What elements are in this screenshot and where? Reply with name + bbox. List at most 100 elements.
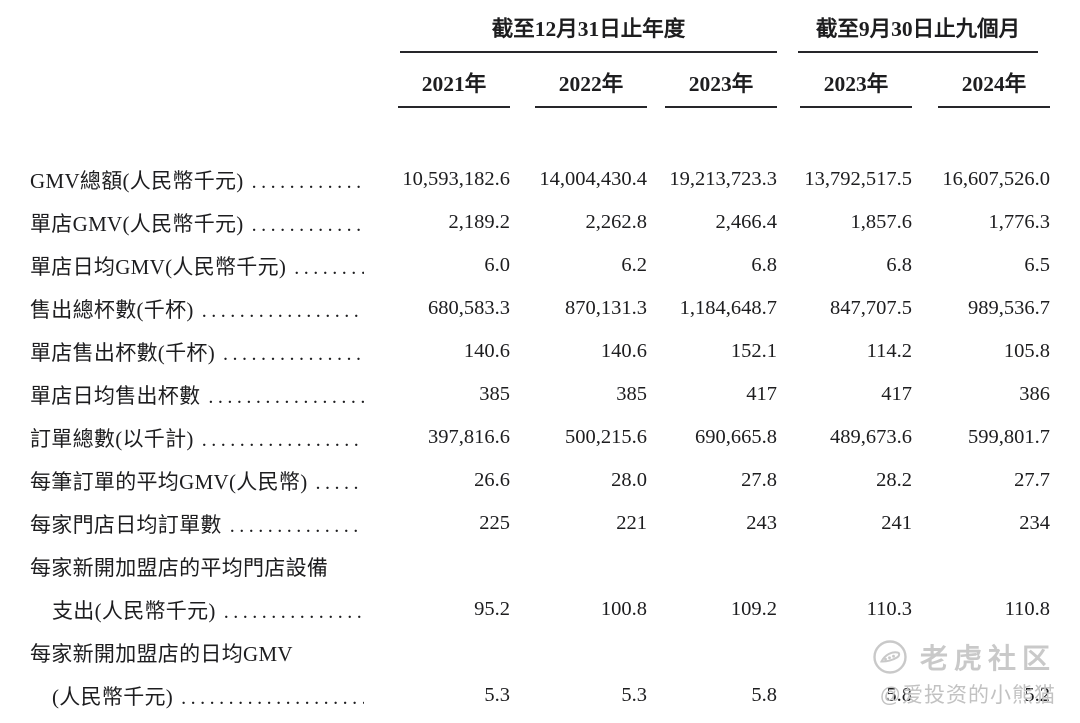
metric-name: 每家新開加盟店的平均門店設備 xyxy=(30,555,329,580)
dot-leader xyxy=(294,255,364,280)
year-label: 2022年 xyxy=(535,67,647,108)
table-row: 單店GMV(人民幣千元) 2,189.2 2,262.8 2,466.4 1,8… xyxy=(30,201,1050,244)
table-row: 單店售出杯數(千杯) 140.6 140.6 152.1 114.2 105.8 xyxy=(30,330,1050,373)
metric-value: 234 xyxy=(1019,512,1050,534)
metric-value: 417 xyxy=(746,383,777,405)
table-header-groups: 截至12月31日止年度 截至9月30日止九個月 xyxy=(30,12,1050,53)
year-column-header: 2024年 xyxy=(912,53,1050,108)
year-column-header: 2021年 xyxy=(380,53,510,108)
dot-leader xyxy=(230,513,364,538)
table-row: (人民幣千元) 5.3 5.3 5.8 5.8 5.2 xyxy=(30,674,1050,717)
metric-name: 單店日均GMV(人民幣千元) xyxy=(30,254,287,279)
metric-value: 152.1 xyxy=(730,340,777,362)
row-label: GMV總額(人民幣千元) xyxy=(30,165,380,195)
metric-value: 225 xyxy=(479,512,510,534)
metric-name: 每家新開加盟店的日均GMV xyxy=(30,641,293,666)
dot-leader xyxy=(202,298,364,323)
metric-value: 847,707.5 xyxy=(830,297,912,319)
metric-value: 241 xyxy=(881,512,912,534)
year-column-header: 2023年 xyxy=(647,53,777,108)
metric-value: 19,213,723.3 xyxy=(669,168,777,190)
metric-value: 989,536.7 xyxy=(968,297,1050,319)
year-label: 2024年 xyxy=(938,67,1050,108)
row-label: 每家新開加盟店的平均門店設備 xyxy=(30,552,380,582)
table-row: 每筆訂單的平均GMV(人民幣) 26.6 28.0 27.8 28.2 27.7 xyxy=(30,459,1050,502)
table-row: 售出總杯數(千杯) 680,583.3 870,131.3 1,184,648.… xyxy=(30,287,1050,330)
metric-name: 單店售出杯數(千杯) xyxy=(30,340,215,365)
metric-name: 支出(人民幣千元) xyxy=(52,598,216,623)
table-row-label-line: 每家新開加盟店的平均門店設備 xyxy=(30,545,1050,588)
metric-value: 6.2 xyxy=(621,254,647,276)
row-label: 單店日均GMV(人民幣千元) xyxy=(30,251,380,281)
nine-month-group-header: 截至9月30日止九個月 xyxy=(798,12,1038,53)
metric-value: 599,801.7 xyxy=(968,426,1050,448)
metric-value: 109.2 xyxy=(730,598,777,620)
dot-leader xyxy=(202,427,364,452)
dot-leader xyxy=(224,599,364,624)
row-label: 單店售出杯數(千杯) xyxy=(30,337,380,367)
metric-value: 1,184,648.7 xyxy=(679,297,777,319)
metric-value: 10,593,182.6 xyxy=(402,168,510,190)
dot-leader xyxy=(208,384,364,409)
metric-value: 385 xyxy=(479,383,510,405)
metric-value: 397,816.6 xyxy=(428,426,510,448)
table-header-years: 2021年 2022年 2023年 2023年 2024年 xyxy=(30,53,1050,108)
metric-name: 單店日均售出杯數 xyxy=(30,383,201,408)
table-row: 支出(人民幣千元) 95.2 100.8 109.2 110.3 110.8 xyxy=(30,588,1050,631)
row-label: 單店日均售出杯數 xyxy=(30,380,380,410)
table-row: GMV總額(人民幣千元) 10,593,182.6 14,004,430.4 1… xyxy=(30,158,1050,201)
metric-name: GMV總額(人民幣千元) xyxy=(30,168,244,193)
metric-name: 每家門店日均訂單數 xyxy=(30,512,222,537)
metric-value: 221 xyxy=(616,512,647,534)
metric-value: 5.3 xyxy=(484,684,510,706)
metric-value: 6.5 xyxy=(1024,254,1050,276)
metric-name: 單店GMV(人民幣千元) xyxy=(30,211,244,236)
row-label: 每家門店日均訂單數 xyxy=(30,509,380,539)
row-label: 每家新開加盟店的日均GMV xyxy=(30,638,380,668)
metric-value: 385 xyxy=(616,383,647,405)
year-column-header: 2023年 xyxy=(777,53,912,108)
metric-value: 140.6 xyxy=(600,340,647,362)
metric-value: 243 xyxy=(746,512,777,534)
metric-value: 2,262.8 xyxy=(585,211,648,233)
metric-value: 110.3 xyxy=(866,598,912,620)
metric-value: 1,776.3 xyxy=(988,211,1051,233)
metric-value: 5.8 xyxy=(886,684,912,706)
metric-name: 每筆訂單的平均GMV(人民幣) xyxy=(30,469,308,494)
metric-value: 2,189.2 xyxy=(448,211,511,233)
dot-leader xyxy=(252,169,364,194)
metric-value: 5.2 xyxy=(1024,684,1050,706)
metric-value: 100.8 xyxy=(600,598,647,620)
dot-leader xyxy=(316,470,365,495)
table-row: 單店日均售出杯數 385 385 417 417 386 xyxy=(30,373,1050,416)
metric-value: 13,792,517.5 xyxy=(804,168,912,190)
year-label: 2021年 xyxy=(398,67,510,108)
dot-leader xyxy=(181,685,364,710)
dot-leader xyxy=(223,341,364,366)
metric-value: 28.0 xyxy=(611,469,647,491)
row-label: 支出(人民幣千元) xyxy=(30,595,380,625)
metric-value: 6.8 xyxy=(886,254,912,276)
year-column-header: 2022年 xyxy=(510,53,647,108)
year-label: 2023年 xyxy=(800,67,912,108)
table-row: 每家門店日均訂單數 225 221 243 241 234 xyxy=(30,502,1050,545)
fiscal-year-group-header: 截至12月31日止年度 xyxy=(400,12,777,53)
metric-value: 95.2 xyxy=(474,598,510,620)
metric-value: 870,131.3 xyxy=(565,297,647,319)
metric-value: 5.8 xyxy=(751,684,777,706)
metric-value: 489,673.6 xyxy=(830,426,912,448)
metric-value: 114.2 xyxy=(866,340,912,362)
metric-value: 2,466.4 xyxy=(715,211,778,233)
row-label: 訂單總數(以千計) xyxy=(30,423,380,453)
metric-value: 14,004,430.4 xyxy=(539,168,647,190)
dot-leader xyxy=(252,212,364,237)
row-label: 每筆訂單的平均GMV(人民幣) xyxy=(30,466,380,496)
metric-value: 690,665.8 xyxy=(695,426,777,448)
table-row: 訂單總數(以千計) 397,816.6 500,215.6 690,665.8 … xyxy=(30,416,1050,459)
metric-value: 26.6 xyxy=(474,469,510,491)
metric-value: 6.8 xyxy=(751,254,777,276)
metric-value: 140.6 xyxy=(463,340,510,362)
metric-value: 500,215.6 xyxy=(565,426,647,448)
